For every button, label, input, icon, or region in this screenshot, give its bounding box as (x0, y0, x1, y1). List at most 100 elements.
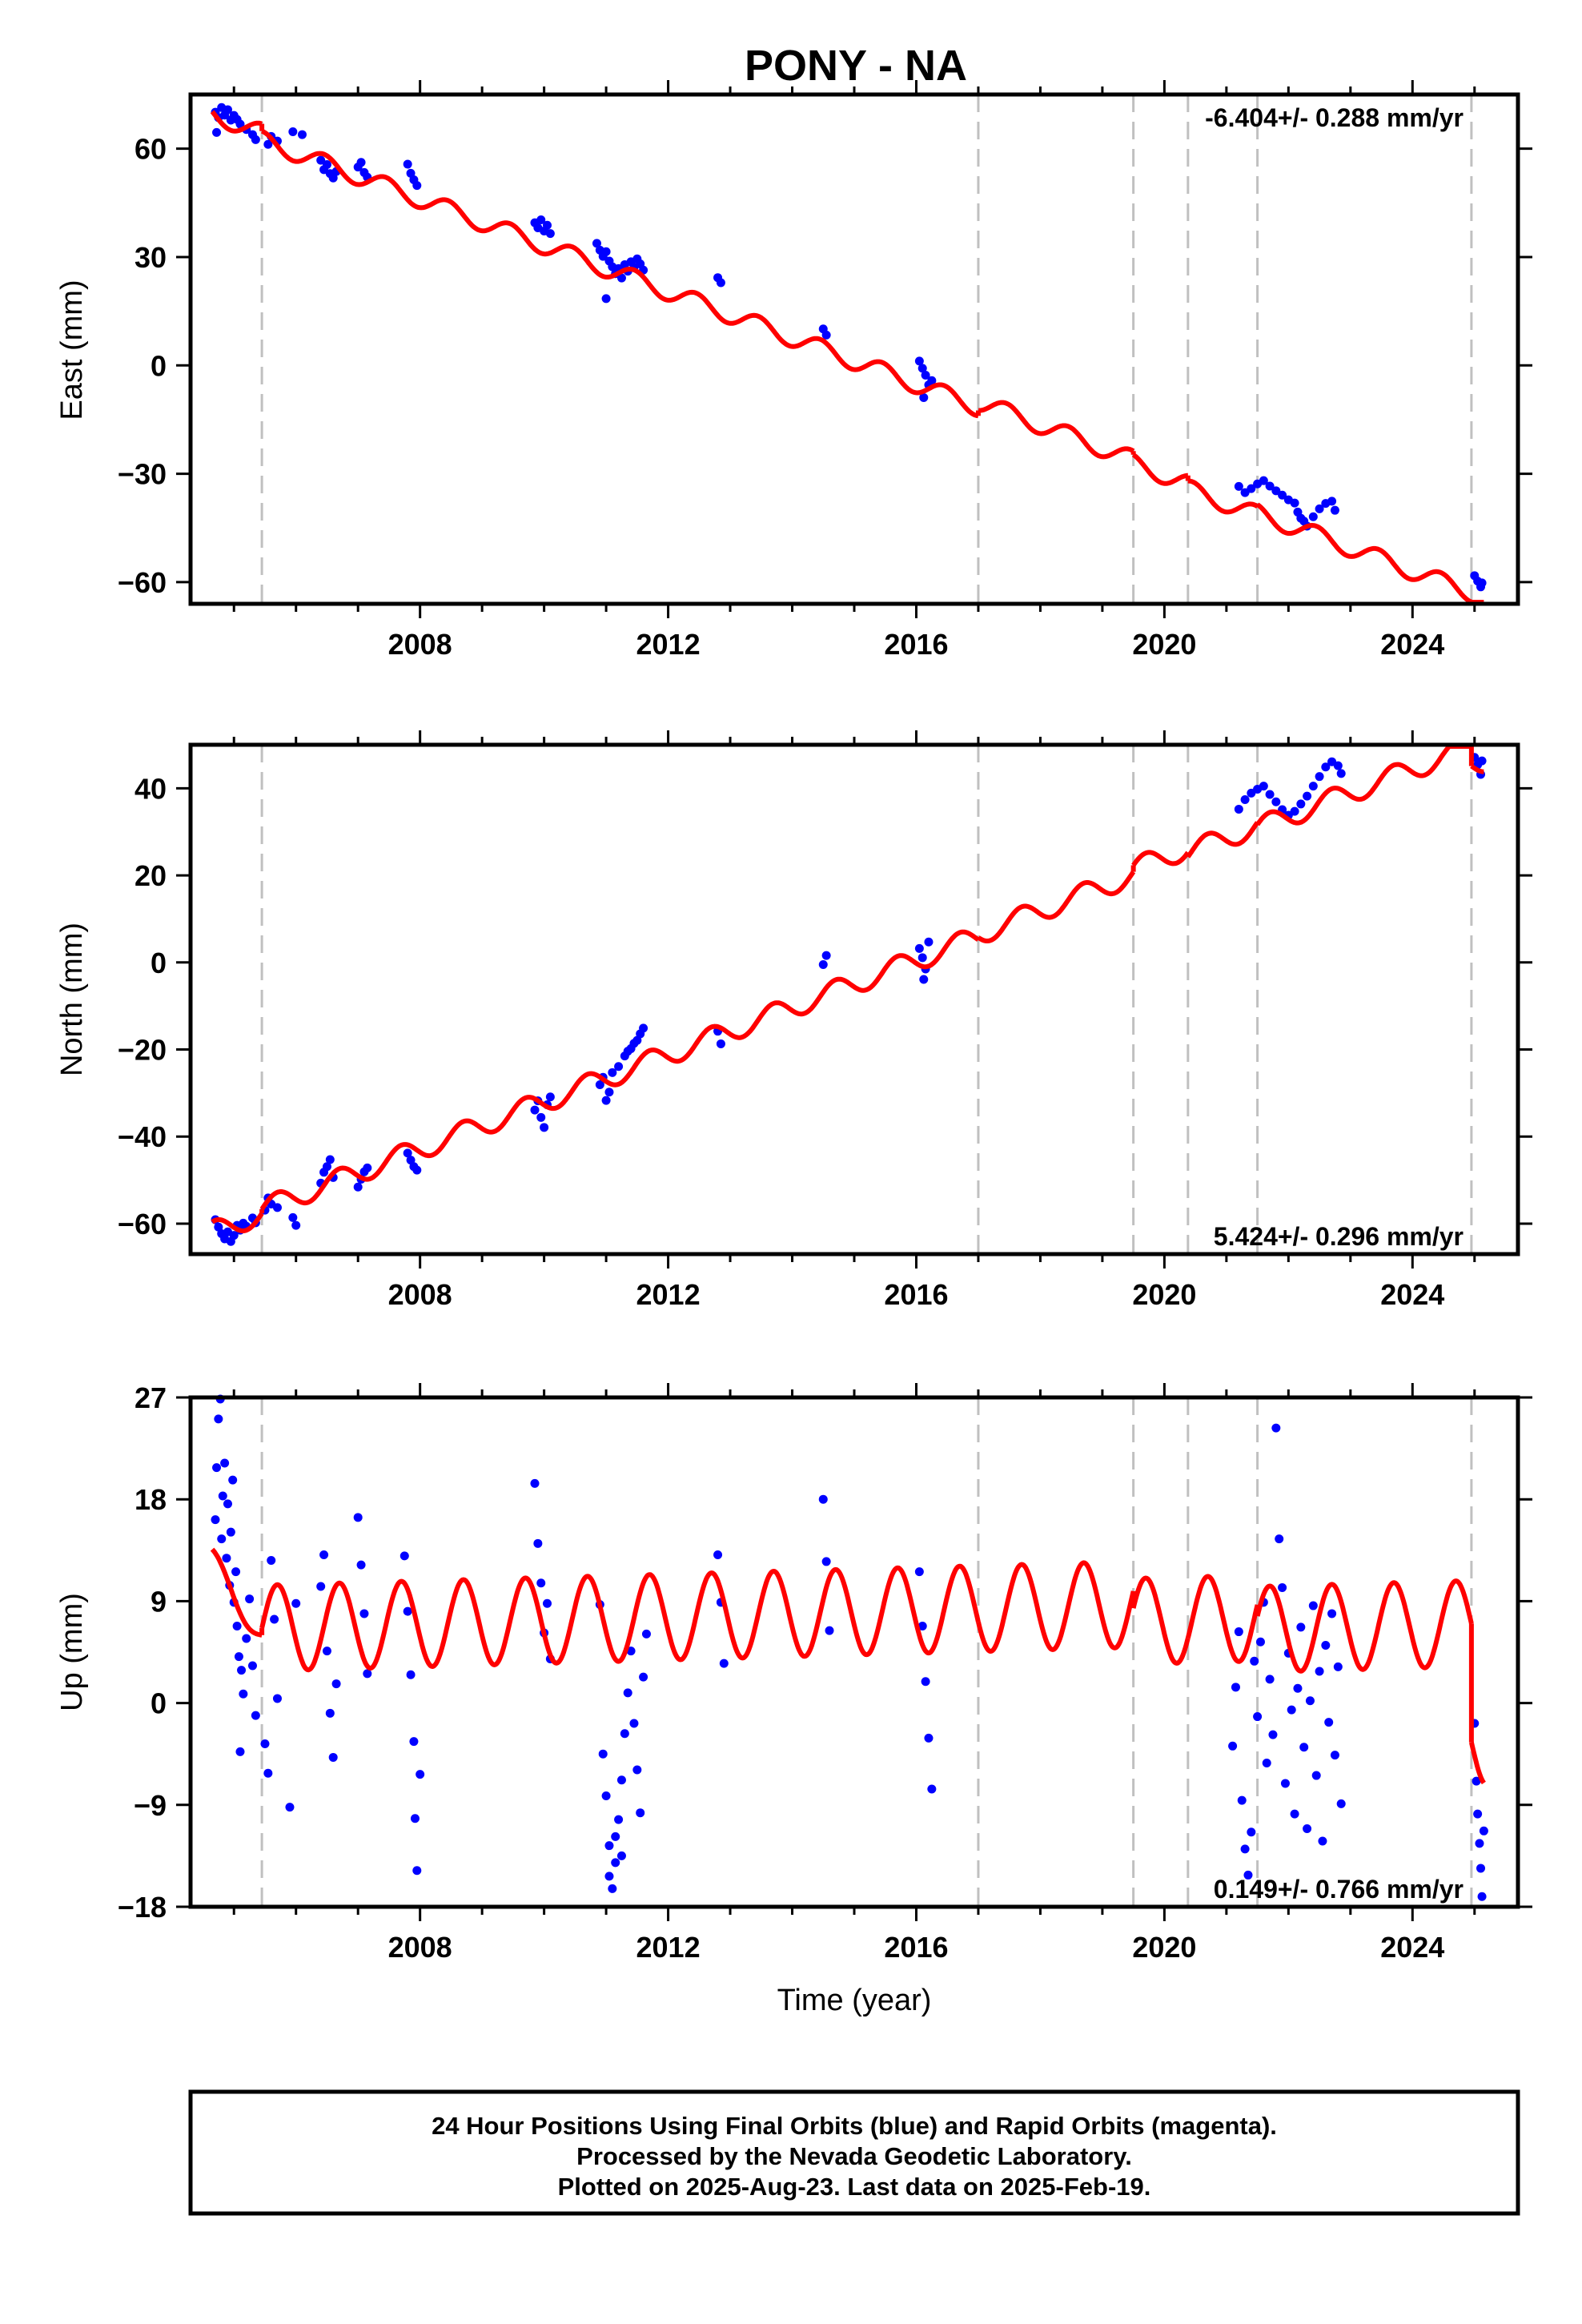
north-data-point (1290, 806, 1299, 816)
up-data-point (1303, 1823, 1312, 1833)
up-data-point (626, 1647, 636, 1656)
up-data-point (1305, 1696, 1315, 1706)
north-data-point (403, 1148, 412, 1158)
north-data-point (623, 1047, 632, 1056)
up-data-point (604, 1841, 614, 1851)
up-data-point (611, 1831, 620, 1841)
east-data-point (1271, 486, 1281, 496)
east-x-tick-label: 2020 (1132, 628, 1196, 661)
east-y-tick-label: −60 (118, 566, 167, 599)
east-data-point (1259, 476, 1268, 485)
up-data-point (620, 1729, 629, 1739)
up-data-points (211, 1394, 1488, 1901)
up-data-point (331, 1679, 341, 1689)
up-data-point (1308, 1601, 1318, 1610)
up-data-point (533, 1538, 543, 1548)
up-data-point (719, 1659, 729, 1668)
up-data-point (1311, 1771, 1321, 1780)
east-data-point (412, 181, 422, 191)
up-data-point (542, 1598, 552, 1608)
north-data-point (406, 1156, 416, 1165)
north-data-point (601, 1096, 611, 1105)
up-y-tick-label: −9 (134, 1789, 167, 1822)
east-x-tick-label: 2016 (884, 628, 948, 661)
up-data-point (1315, 1667, 1324, 1676)
east-data-point (1278, 490, 1287, 500)
north-y-tick-label: −20 (118, 1034, 167, 1067)
north-data-point (1234, 804, 1243, 814)
up-data-point (217, 1534, 227, 1544)
up-data-point (614, 1815, 624, 1824)
up-data-point (410, 1814, 420, 1823)
up-data-point (234, 1652, 243, 1662)
up-data-point (285, 1803, 295, 1812)
up-data-point (1318, 1836, 1327, 1846)
up-model-line (210, 1547, 1486, 1785)
north-x-tick-label: 2024 (1380, 1278, 1444, 1311)
up-data-point (1327, 1609, 1337, 1618)
up-data-point (356, 1560, 366, 1570)
east-data-point (1330, 505, 1339, 515)
up-data-point (270, 1614, 279, 1624)
east-step-lines (260, 94, 1473, 604)
north-data-point (1240, 794, 1250, 804)
up-data-point (325, 1708, 335, 1718)
north-y-axis-label: North (mm) (55, 923, 89, 1076)
up-data-point (245, 1594, 255, 1604)
up-data-point (1333, 1662, 1343, 1671)
up-data-point (821, 1557, 831, 1566)
east-model-segment (260, 128, 980, 419)
footer-line-2: Processed by the Nevada Geodetic Laborat… (576, 2142, 1132, 2170)
up-data-point (1296, 1622, 1306, 1632)
footer-frame (188, 2089, 1520, 2216)
north-rate-label: 5.424+/- 0.296 mm/yr (1214, 1222, 1464, 1251)
north-data-point (604, 1088, 614, 1097)
up-data-point (608, 1884, 617, 1893)
up-data-point (536, 1578, 546, 1588)
up-data-point (272, 1694, 282, 1703)
north-model-segment (1470, 764, 1486, 774)
north-data-point (818, 960, 828, 970)
north-data-point (1477, 756, 1487, 766)
up-model-segment (976, 1560, 1136, 1654)
east-x-tick-label: 2008 (388, 628, 452, 661)
up-data-point (223, 1499, 232, 1509)
up-data-point (222, 1554, 231, 1563)
north-x-tick-label: 2008 (388, 1278, 452, 1311)
up-data-point (927, 1784, 937, 1794)
up-data-point (1321, 1641, 1331, 1651)
up-data-point (220, 1458, 230, 1468)
north-plot-frame (188, 742, 1520, 1256)
up-data-point (1473, 1809, 1483, 1819)
north-data-point (716, 1039, 725, 1048)
x-axis-label: Time (year) (777, 1984, 932, 2017)
east-y-tick-label: 0 (151, 349, 167, 382)
up-model-segment (1468, 1742, 1486, 1785)
north-data-point (325, 1155, 335, 1164)
up-data-point (1336, 1799, 1346, 1808)
north-data-point (353, 1182, 363, 1192)
north-model-segment (1186, 821, 1260, 858)
north-data-point (924, 937, 934, 947)
east-data-point (212, 127, 222, 137)
north-data-point (914, 943, 924, 953)
north-panel: North (mm) 2008 2012 2016 2020 2024 40 20 0 −20… (55, 730, 1532, 1311)
east-data-point (917, 364, 927, 373)
east-data-point (1477, 578, 1487, 588)
east-data-point (927, 376, 937, 385)
up-data-point (1287, 1705, 1296, 1715)
north-data-point (629, 1039, 639, 1048)
up-x-tick-label: 2012 (636, 1931, 701, 1964)
up-data-point (639, 1672, 648, 1682)
east-model-segment (210, 110, 263, 134)
up-data-point (1228, 1741, 1238, 1751)
up-data-point (263, 1768, 273, 1778)
east-data-point (1265, 481, 1275, 491)
up-data-point (260, 1739, 270, 1748)
east-data-point (716, 278, 725, 287)
up-data-point (1475, 1839, 1484, 1848)
north-data-points (211, 753, 1487, 1246)
east-data-point (921, 370, 930, 380)
up-y-tick-label: 9 (151, 1585, 167, 1618)
up-data-point (1234, 1627, 1243, 1637)
